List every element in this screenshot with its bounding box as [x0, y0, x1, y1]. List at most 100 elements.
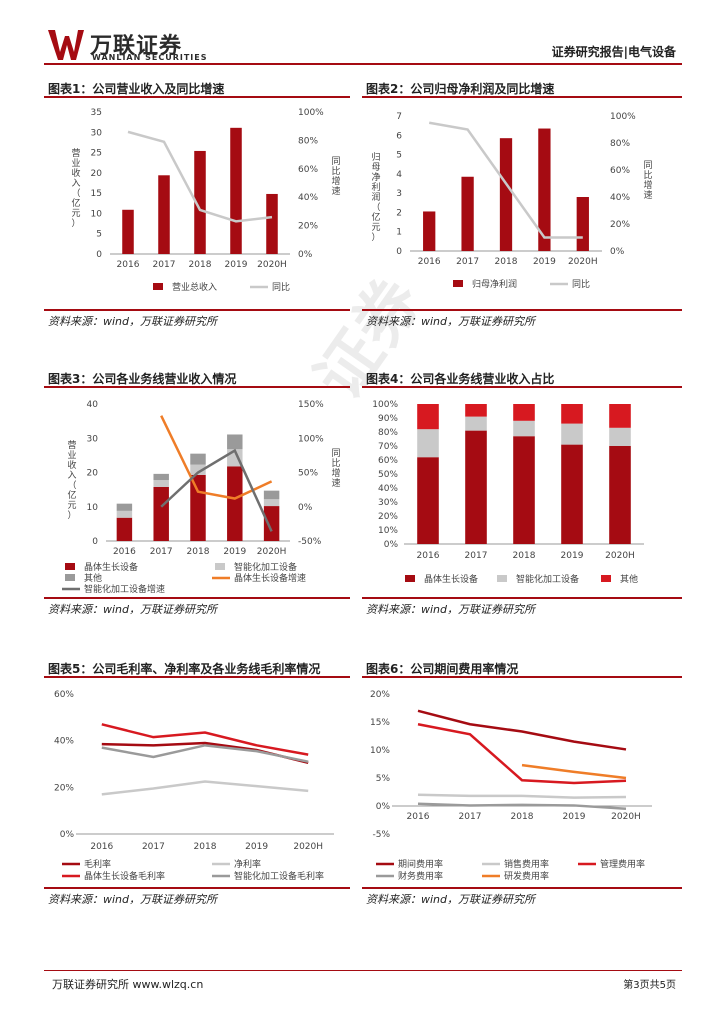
stack-bar-晶体生长设备 — [116, 517, 133, 541]
figure-4-source: 资料来源：wind，万联证券研究所 — [366, 603, 536, 616]
chart-2: 0 1 2 3 4 5 6 7 0% 20% 40% 60% 80% 100% 2016 2017 2018 20… — [371, 112, 652, 290]
y2-tick-label: 100% — [610, 112, 636, 122]
stack-bar-晶体生长设备 — [561, 444, 583, 544]
x-tick-label: 2017 — [456, 257, 479, 267]
y-tick-label: 10% — [370, 746, 390, 756]
legend-other-label: 其他 — [620, 573, 638, 585]
legend-smart-swatch — [215, 563, 225, 570]
chart-1: 0 5 10 15 20 25 30 35 0% 20% 40% 60% 80% 100% 2016 2017… — [71, 108, 340, 293]
y-tick-label: 0 — [96, 250, 102, 260]
legend-crystal-gross-label: 晶体生长设备毛利率 — [84, 870, 165, 882]
x-tick-label: 2018 — [194, 842, 217, 852]
figure-6-bottom-rule — [362, 887, 682, 889]
y-axis-label: 营业收入（亿元） — [67, 439, 76, 521]
y2-tick-label: 60% — [610, 166, 630, 176]
y2-tick-label: 0% — [610, 247, 625, 257]
x-tick-label: 2018 — [495, 257, 518, 267]
bar — [266, 193, 278, 254]
x-tick-label: 2016 — [113, 547, 136, 557]
bar — [122, 209, 134, 254]
legend-归母净利润-swatch — [453, 280, 463, 287]
y-tick-label: 5% — [376, 774, 391, 784]
line-series — [428, 121, 583, 239]
y2-axis-label: 同比增速 — [643, 160, 652, 201]
stack-bar-其他 — [609, 404, 631, 428]
y-tick-label: 100% — [372, 400, 398, 410]
legend-营业总收入-label: 营业总收入 — [172, 281, 217, 293]
chart-6: -5% 0% 5% 10% 15% 20% 2016 2017 2018 2019 2020H 期间费… — [370, 690, 652, 882]
y-tick-label: 10 — [91, 209, 103, 219]
bar — [461, 176, 474, 251]
figure-3-title: 图表3：公司各业务线营业收入情况 — [48, 372, 237, 386]
y-tick-label: 1 — [396, 228, 402, 238]
y-axis-label: 营业收入（亿元） — [71, 147, 80, 229]
legend-营业总收入-swatch — [153, 283, 163, 290]
stack-bar-其他 — [263, 490, 280, 500]
y-tick-label: 30% — [378, 498, 398, 508]
y-tick-label: 40% — [54, 737, 74, 747]
bar — [194, 150, 206, 254]
x-tick-label: 2020H — [605, 551, 635, 561]
y2-tick-label: 80% — [298, 136, 318, 146]
bar — [576, 197, 589, 251]
stack-bar-其他 — [190, 453, 206, 465]
y-tick-label: 15 — [91, 189, 102, 199]
x-tick-label: 2016 — [407, 812, 430, 822]
x-tick-label: 2018 — [511, 812, 534, 822]
legend-sales-label: 销售费用率 — [504, 858, 549, 870]
figure-3-source: 资料来源：wind，万联证券研究所 — [48, 603, 218, 616]
chart-4: 0% 10% 20% 30% 40% 50% 60% 70% 80% 90% 100% 2016 201… — [372, 400, 644, 585]
line-净利率 — [101, 780, 309, 796]
y2-tick-label: 100% — [298, 108, 324, 118]
legend-crystal-swatch — [65, 563, 75, 570]
x-tick-label: 2016 — [117, 260, 140, 270]
legend-net-label: 净利率 — [234, 858, 261, 870]
figure-5-top-rule — [44, 676, 350, 678]
figure-6-title: 图表6：公司期间费用率情况 — [366, 662, 519, 676]
bar — [423, 211, 436, 251]
figure-4-bottom-rule — [362, 597, 682, 599]
line-管理费用率 — [417, 723, 627, 785]
y-tick-label: 5 — [396, 151, 402, 161]
legend-归母净利润-label: 归母净利润 — [472, 278, 517, 290]
stack-bar-其他 — [465, 404, 487, 417]
y-tick-label: 60% — [378, 456, 398, 466]
stack-bar-智能化加工设备 — [561, 423, 583, 445]
y-tick-label: 3 — [396, 189, 402, 199]
legend-smart-label: 智能化加工设备 — [234, 561, 297, 573]
legend-smart-swatch — [497, 575, 507, 582]
logo-english-name: WANLIAN SECURITIES — [92, 53, 208, 62]
y-tick-label: 0 — [92, 537, 98, 547]
y2-tick-label: 150% — [298, 400, 324, 410]
y2-tick-label: 60% — [298, 165, 318, 175]
x-tick-label: 2017 — [150, 547, 173, 557]
line-晶体生长设备增速 — [160, 415, 273, 500]
x-tick-label: 2017 — [465, 551, 488, 561]
y-tick-label: 0 — [396, 247, 402, 257]
x-tick-label: 2019 — [225, 260, 248, 270]
stack-bar-智能化加工设备 — [190, 464, 206, 475]
y-tick-label: -5% — [372, 830, 390, 840]
stack-bar-晶体生长设备 — [190, 474, 206, 541]
figure-5-title: 图表5：公司毛利率、净利率及各业务线毛利率情况 — [48, 662, 321, 676]
y2-axis-label: 同比增速 — [331, 156, 340, 197]
x-tick-label: 2016 — [417, 551, 440, 561]
x-tick-label: 2018 — [189, 260, 212, 270]
x-tick-label: 2019 — [223, 547, 246, 557]
y-tick-label: 0% — [60, 830, 75, 840]
legend-smart-label: 智能化加工设备 — [516, 573, 579, 585]
line-销售费用率 — [417, 793, 627, 799]
stack-bar-晶体生长设备 — [609, 446, 631, 544]
y-tick-label: 2 — [396, 208, 402, 218]
y-tick-label: 10% — [378, 526, 398, 536]
legend-finance-label: 财务费用率 — [398, 870, 443, 882]
legend-period-label: 期间费用率 — [398, 858, 443, 870]
legend-gross-label: 毛利率 — [84, 858, 111, 870]
stack-bar-晶体生长设备 — [153, 486, 169, 541]
stack-bar-其他 — [561, 404, 583, 424]
y-tick-label: 35 — [91, 108, 102, 118]
stack-bar-其他 — [153, 473, 169, 481]
x-tick-label: 2019 — [245, 842, 268, 852]
legend-同比-label: 同比 — [272, 281, 290, 293]
line-晶体生长设备毛利率 — [101, 723, 309, 756]
